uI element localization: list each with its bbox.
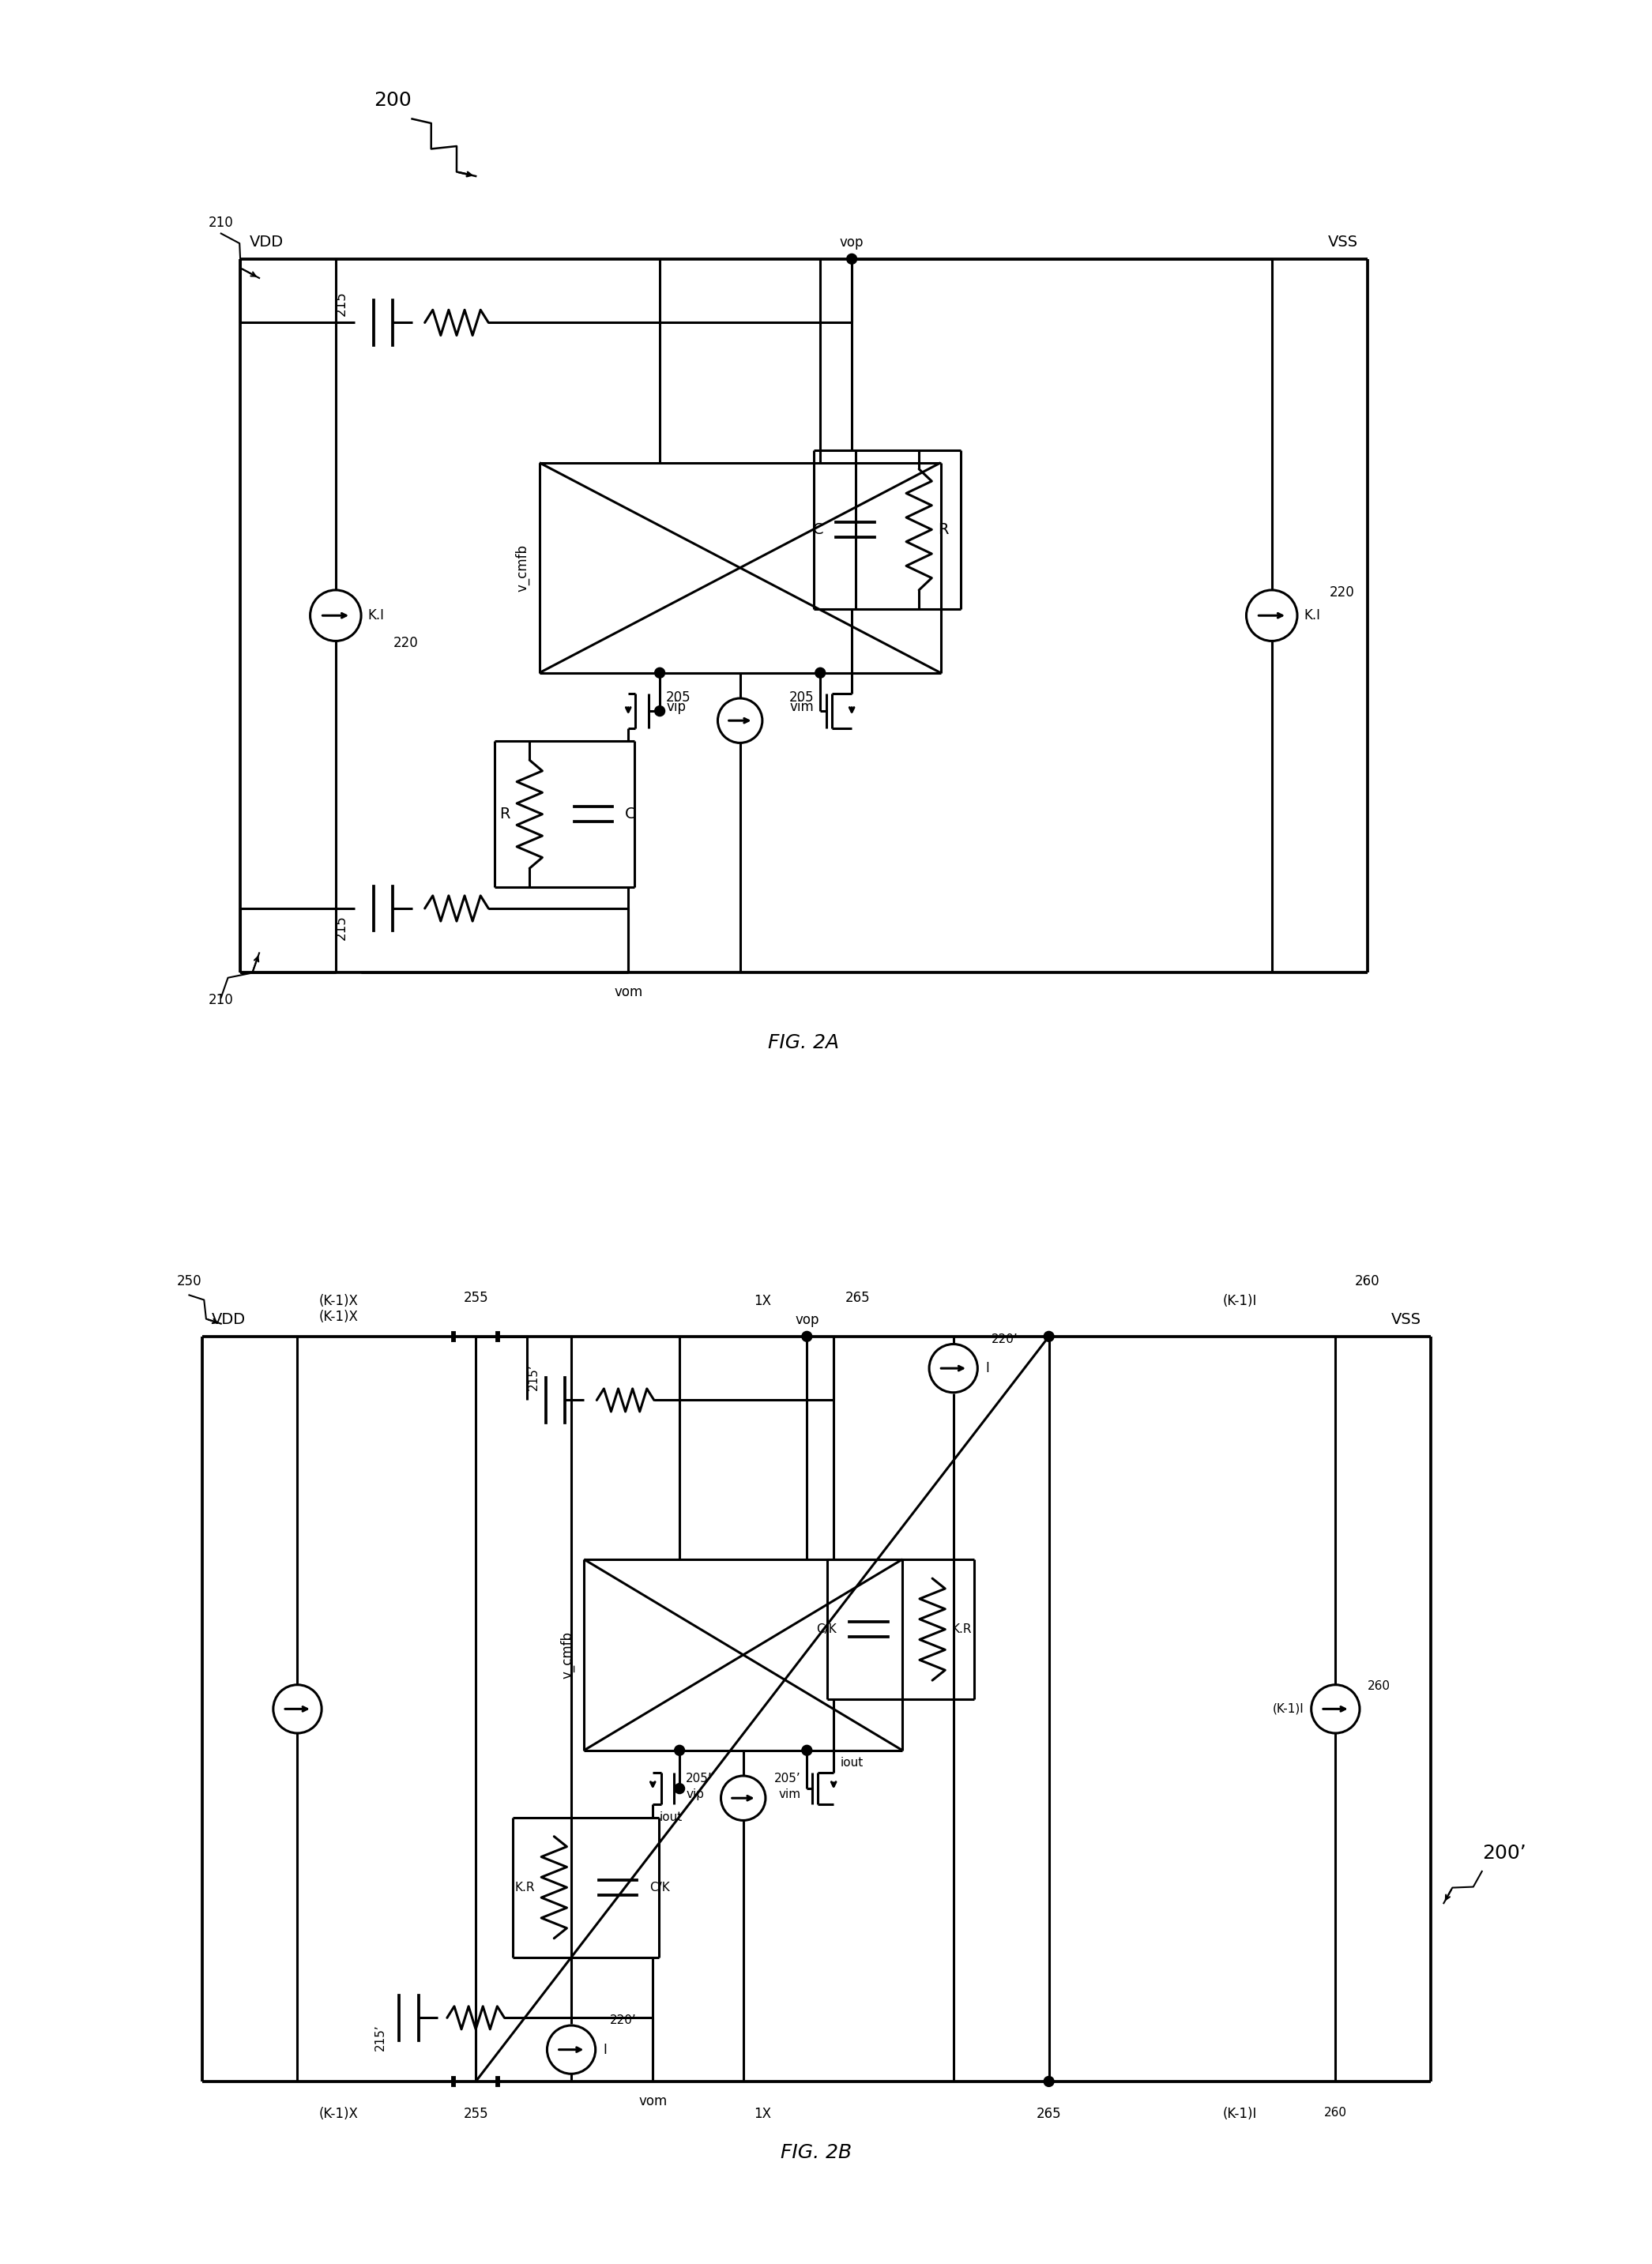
Circle shape xyxy=(847,254,857,265)
Text: 205’: 205’ xyxy=(686,1773,712,1784)
Text: vom: vom xyxy=(638,2094,667,2108)
Text: VDD: VDD xyxy=(211,1311,246,1327)
Text: 215: 215 xyxy=(334,292,349,317)
Text: (K-1)I: (K-1)I xyxy=(1222,1293,1257,1309)
Text: 200’: 200’ xyxy=(1482,1843,1526,1863)
Text: 265: 265 xyxy=(1036,2108,1061,2121)
Text: 260: 260 xyxy=(1323,2108,1346,2119)
Text: v_cmfb: v_cmfb xyxy=(515,543,530,591)
Text: C/K: C/K xyxy=(816,1623,838,1635)
Text: 260: 260 xyxy=(1368,1680,1391,1691)
Text: vop: vop xyxy=(795,1313,819,1327)
Text: FIG. 2B: FIG. 2B xyxy=(781,2142,852,2162)
Text: K.R: K.R xyxy=(952,1623,971,1635)
Text: v_cmfb: v_cmfb xyxy=(560,1630,575,1678)
Text: 205: 205 xyxy=(790,691,814,704)
Text: 215’: 215’ xyxy=(375,2024,387,2051)
Text: 200: 200 xyxy=(373,91,411,111)
Circle shape xyxy=(801,1746,813,1755)
Text: 215: 215 xyxy=(334,915,349,940)
Text: (K-1)X: (K-1)X xyxy=(319,1309,358,1324)
Text: (K-1)X: (K-1)X xyxy=(319,1293,358,1309)
Circle shape xyxy=(674,1746,684,1755)
Text: 220’: 220’ xyxy=(610,2015,636,2026)
Text: 215’: 215’ xyxy=(527,1363,540,1390)
Text: vim: vim xyxy=(778,1789,801,1800)
Text: VSS: VSS xyxy=(1391,1311,1421,1327)
Text: R: R xyxy=(938,523,948,537)
Text: 1X: 1X xyxy=(753,1293,771,1309)
Circle shape xyxy=(654,668,664,677)
Circle shape xyxy=(674,1784,684,1793)
Text: C/K: C/K xyxy=(649,1881,671,1893)
Text: 205’: 205’ xyxy=(773,1773,801,1784)
Text: C: C xyxy=(624,806,636,822)
Text: vop: vop xyxy=(839,235,864,249)
Text: 265: 265 xyxy=(846,1290,871,1304)
Circle shape xyxy=(654,706,664,715)
Text: (K-1)I: (K-1)I xyxy=(1272,1703,1303,1714)
Circle shape xyxy=(801,1331,813,1343)
Text: K.I: K.I xyxy=(1303,609,1320,623)
Text: 210: 210 xyxy=(208,994,233,1007)
Text: 220: 220 xyxy=(1330,586,1355,600)
Text: I: I xyxy=(985,1361,990,1377)
Circle shape xyxy=(1044,2076,1054,2087)
Text: (K-1)I: (K-1)I xyxy=(1222,2108,1257,2121)
Text: iout: iout xyxy=(659,1811,682,1823)
Circle shape xyxy=(1044,1331,1054,1343)
Text: FIG. 2A: FIG. 2A xyxy=(768,1032,839,1053)
Text: 210: 210 xyxy=(208,215,233,231)
Text: K.R: K.R xyxy=(515,1881,535,1893)
Text: C: C xyxy=(813,523,823,537)
Text: 205: 205 xyxy=(666,691,691,704)
Text: (K-1)X: (K-1)X xyxy=(319,2108,358,2121)
Text: 255: 255 xyxy=(463,2108,489,2121)
Text: 260: 260 xyxy=(1355,1275,1379,1288)
Text: vom: vom xyxy=(615,985,643,998)
Text: 220’: 220’ xyxy=(991,1333,1018,1345)
Text: VSS: VSS xyxy=(1328,235,1358,249)
Text: vip: vip xyxy=(686,1789,704,1800)
Text: 220: 220 xyxy=(393,636,418,650)
Text: K.I: K.I xyxy=(367,609,383,623)
Text: 255: 255 xyxy=(463,1290,489,1304)
Text: R: R xyxy=(501,806,510,822)
Text: 1X: 1X xyxy=(753,2108,771,2121)
Text: vip: vip xyxy=(666,700,686,713)
Text: 250: 250 xyxy=(177,1275,202,1288)
Circle shape xyxy=(814,668,826,677)
Text: VDD: VDD xyxy=(249,235,284,249)
Text: vim: vim xyxy=(790,700,814,713)
Text: iout: iout xyxy=(839,1757,862,1768)
Text: I: I xyxy=(603,2042,606,2056)
